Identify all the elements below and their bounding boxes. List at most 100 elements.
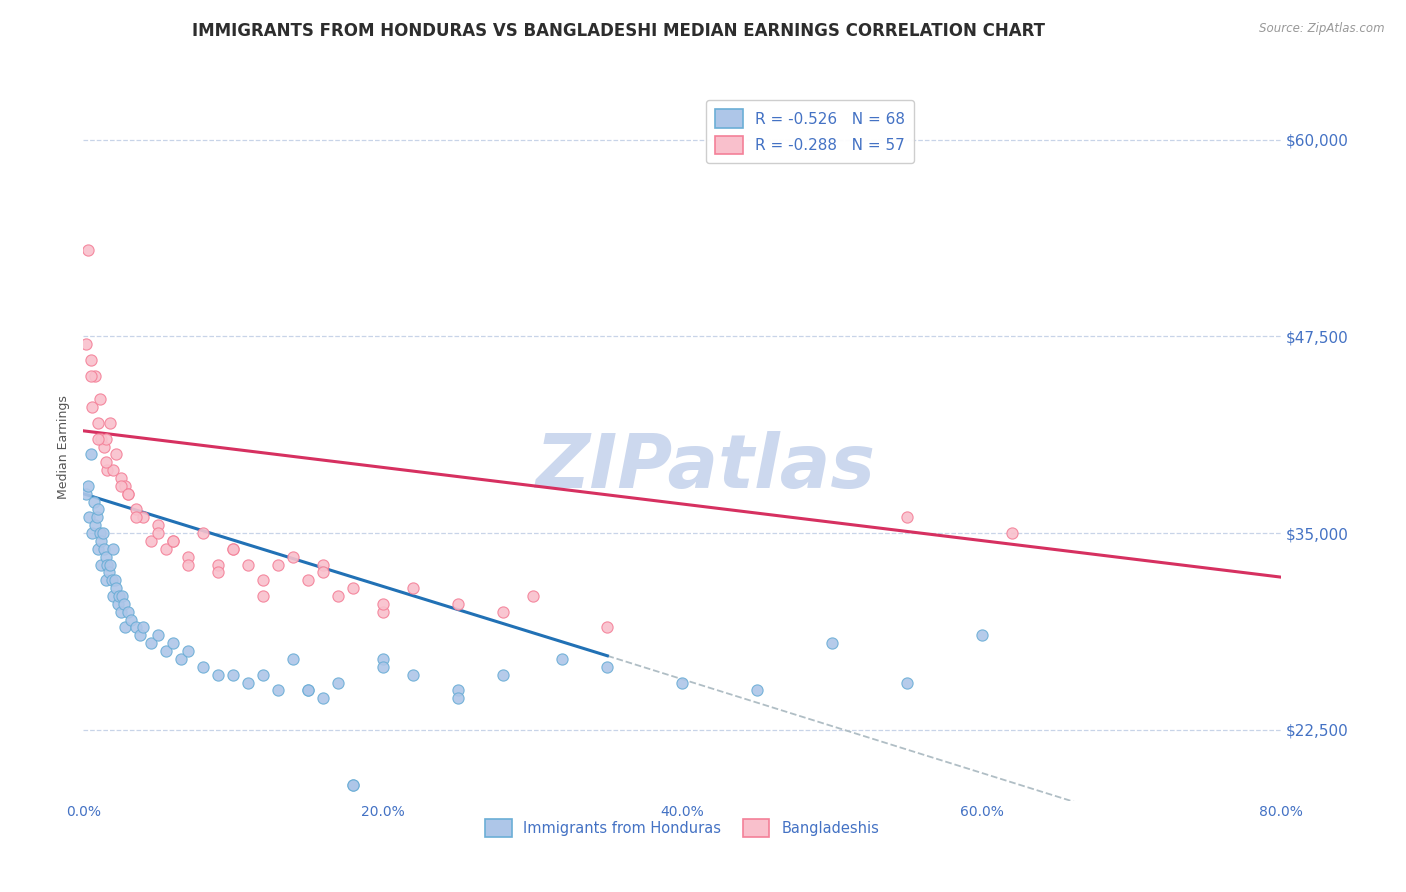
Point [80,368,103,383]
Point [89,392,111,407]
Point [236,675,259,690]
Point [98,558,121,572]
Point [117,487,139,501]
Point [207,558,229,572]
Point [132,620,155,634]
Point [107,597,129,611]
Point [236,558,259,572]
Point [297,683,319,698]
Point [342,778,364,792]
Point [87,541,110,556]
Point [125,620,148,634]
Point [84,368,107,383]
Point [312,558,335,572]
Point [155,541,177,556]
Point [447,597,470,611]
Point [84,518,107,533]
Point [132,510,155,524]
Point [90,533,112,548]
Point [222,541,245,556]
Point [671,675,693,690]
Point [96,558,118,572]
Point [267,683,290,698]
Point [98,416,121,430]
Point [371,597,394,611]
Point [125,502,148,516]
Point [281,549,304,564]
Point [103,589,125,603]
Point [94,549,117,564]
Point [447,691,470,706]
Point [522,589,544,603]
Point [148,628,170,642]
Point [96,463,118,477]
Point [76,479,98,493]
Point [252,574,274,588]
Point [93,541,115,556]
Point [148,526,170,541]
Point [162,533,184,548]
Point [75,337,97,351]
Point [94,574,117,588]
Point [79,510,101,524]
Y-axis label: Median Earnings: Median Earnings [58,394,70,499]
Point [90,558,112,572]
Point [342,778,364,792]
Point [148,518,170,533]
Text: IMMIGRANTS FROM HONDURAS VS BANGLADESHI MEDIAN EARNINGS CORRELATION CHART: IMMIGRANTS FROM HONDURAS VS BANGLADESHI … [193,22,1045,40]
Point [745,683,768,698]
Point [104,574,127,588]
Point [297,574,319,588]
Point [281,652,304,666]
Point [94,455,117,469]
Point [402,581,425,595]
Point [170,652,193,666]
Point [89,526,111,541]
Point [91,526,114,541]
Point [117,605,139,619]
Point [402,667,425,681]
Point [596,660,619,674]
Point [371,660,394,674]
Point [129,628,152,642]
Point [114,479,136,493]
Point [110,479,132,493]
Point [551,652,574,666]
Text: Source: ZipAtlas.com: Source: ZipAtlas.com [1260,22,1385,36]
Point [101,574,124,588]
Point [177,644,200,658]
Point [267,558,290,572]
Point [93,440,115,454]
Point [87,416,110,430]
Point [596,620,619,634]
Point [87,432,110,446]
Point [82,401,104,415]
Point [162,533,184,548]
Point [297,683,319,698]
Point [447,683,470,698]
Point [491,667,513,681]
Point [103,541,125,556]
Point [105,447,128,461]
Point [114,620,136,634]
Point [312,566,335,580]
Point [120,613,142,627]
Point [105,581,128,595]
Point [371,652,394,666]
Point [82,526,104,541]
Point [371,605,394,619]
Point [112,597,135,611]
Point [162,636,184,650]
Point [139,533,162,548]
Point [94,432,117,446]
Point [207,566,229,580]
Point [896,675,918,690]
Point [326,589,349,603]
Point [222,541,245,556]
Point [155,644,177,658]
Point [110,471,132,485]
Point [108,589,131,603]
Point [896,510,918,524]
Point [87,502,110,516]
Point [86,510,108,524]
